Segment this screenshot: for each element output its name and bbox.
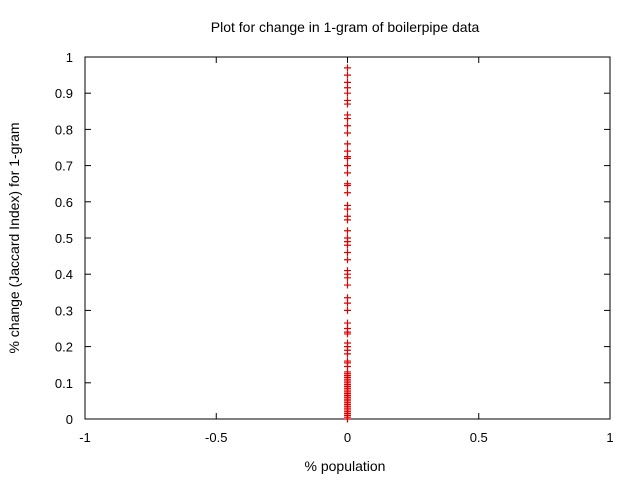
data-point (344, 357, 351, 365)
data-point (344, 111, 351, 119)
y-tick-label: 0.3 (55, 303, 73, 318)
data-point (344, 234, 351, 242)
data-point (344, 122, 351, 130)
data-point (344, 180, 351, 188)
data-point (344, 162, 351, 170)
y-tick-label: 0 (66, 412, 73, 427)
data-point (344, 212, 351, 220)
data-point (344, 294, 351, 302)
data-point (344, 96, 351, 104)
y-tick-label: 0.8 (55, 122, 73, 137)
y-axis-label: % change (Jaccard Index) for 1-gram (6, 122, 22, 353)
y-tick-label: 0.2 (55, 340, 73, 355)
data-point (344, 147, 351, 155)
data-point (344, 339, 351, 347)
data-point (344, 256, 351, 264)
x-axis-label: % population (305, 458, 386, 474)
data-point (344, 281, 351, 289)
axis-ticks: 0 0.1 0.2 0.3 0.4 0.5 0.6 0.7 0.8 0.9 1 -1 -0.5 0 0.5 1 (55, 50, 614, 445)
x-tick-label: 1 (606, 430, 613, 445)
data-point (344, 189, 351, 197)
data-points (344, 64, 351, 423)
data-point (344, 306, 351, 314)
data-point (344, 227, 351, 235)
data-point (344, 140, 351, 148)
data-point (344, 129, 351, 137)
y-tick-label: 0.7 (55, 159, 73, 174)
data-point (344, 248, 351, 256)
y-tick-label: 0.6 (55, 195, 73, 210)
x-tick-label: -0.5 (205, 430, 227, 445)
y-tick-label: 0.1 (55, 376, 73, 391)
x-tick-label: 0 (344, 430, 351, 445)
chart-title: Plot for change in 1-gram of boilerpipe … (211, 19, 480, 35)
y-tick-label: 0.5 (55, 231, 73, 246)
y-tick-label: 1 (66, 50, 73, 65)
data-point (344, 319, 351, 327)
data-point (344, 71, 351, 79)
data-point (344, 64, 351, 72)
x-tick-label: 0.5 (470, 430, 488, 445)
data-point (344, 201, 351, 209)
x-tick-label: -1 (79, 430, 91, 445)
y-tick-label: 0.4 (55, 267, 73, 282)
data-point (344, 78, 351, 86)
y-tick-label: 0.9 (55, 86, 73, 101)
data-point (344, 267, 351, 275)
data-point (344, 169, 351, 177)
